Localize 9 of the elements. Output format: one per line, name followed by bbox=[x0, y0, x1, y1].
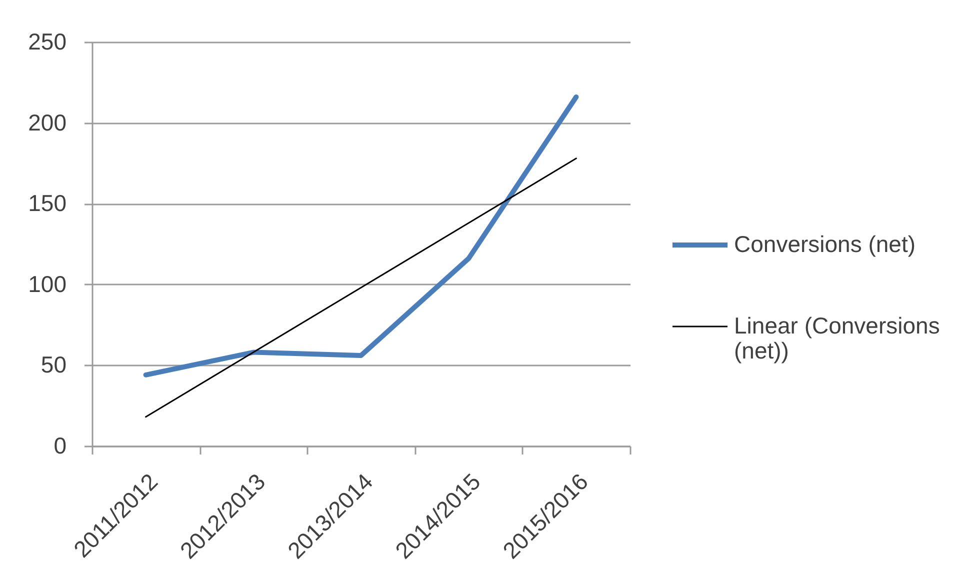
y-tick-label: 250 bbox=[28, 28, 66, 54]
y-tick-label: 0 bbox=[54, 432, 66, 458]
y-tick-label: 200 bbox=[28, 109, 66, 136]
legend-label: Linear (Conversions (net)) bbox=[734, 312, 940, 364]
legend-label: Conversions (net) bbox=[734, 231, 916, 257]
y-tick-label: 50 bbox=[40, 352, 66, 378]
y-tick-label: 100 bbox=[28, 270, 66, 297]
y-tick-label: 150 bbox=[28, 190, 66, 216]
line-series bbox=[145, 158, 577, 418]
